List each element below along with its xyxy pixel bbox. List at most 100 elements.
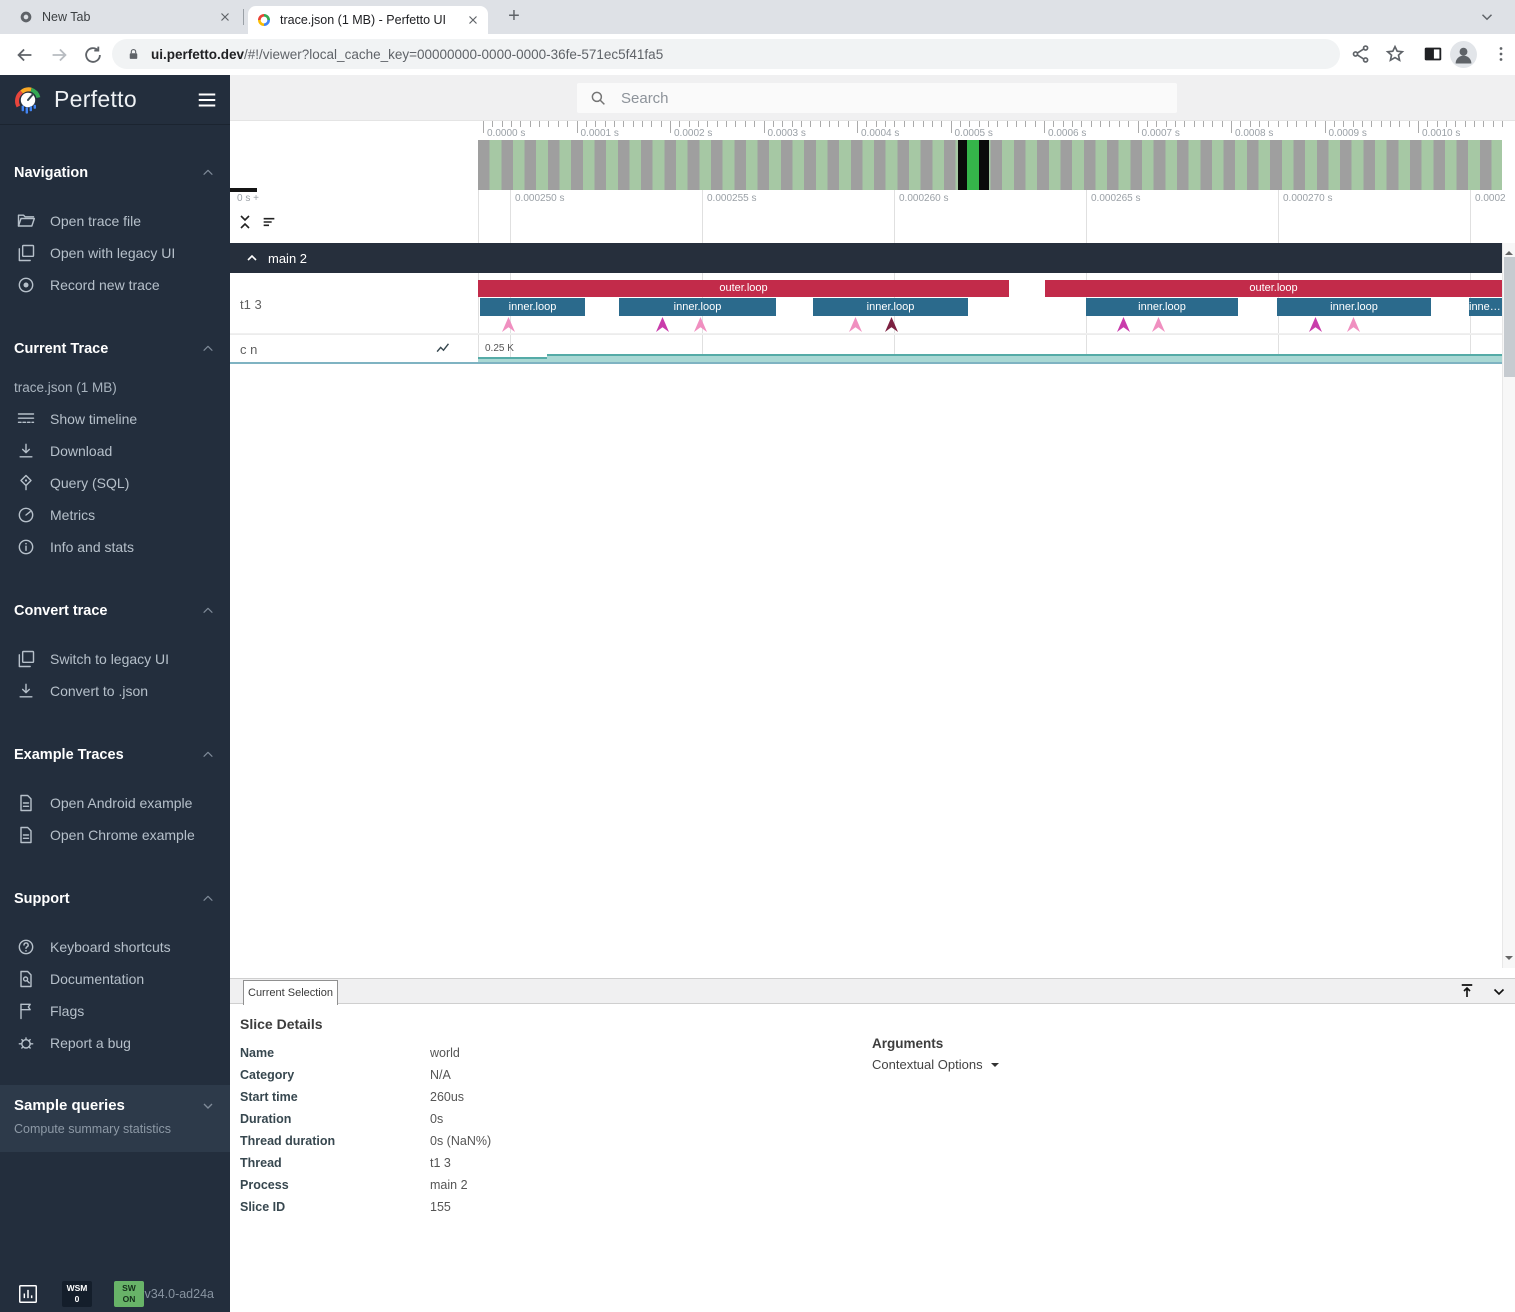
address-bar[interactable]: ui.perfetto.dev/#!/viewer?local_cache_ke… <box>112 39 1340 69</box>
collapse-panel-chevron-icon[interactable] <box>1490 982 1508 1000</box>
sidebar-item-open-android-example[interactable]: Open Android example <box>0 787 230 819</box>
scrollbar-up-icon[interactable] <box>1505 247 1513 255</box>
chevron-up-icon <box>200 747 216 763</box>
sidebar-section-heading[interactable]: Support <box>0 889 230 909</box>
scrollbar-thumb[interactable] <box>1504 257 1515 377</box>
tab-perfetto[interactable]: trace.json (1 MB) - Perfetto UI <box>248 6 488 34</box>
sidebar-section-heading[interactable]: Current Trace <box>0 339 230 359</box>
slice-outer-loop[interactable]: outer.loop <box>1045 280 1502 297</box>
url-path: /#!/viewer?local_cache_key=00000000-0000… <box>244 46 664 62</box>
chevron-down-icon[interactable] <box>1478 8 1496 26</box>
sidebar-item-info-and-stats[interactable]: Info and stats <box>0 531 230 563</box>
thread-track-name[interactable]: t1 3 <box>240 297 262 312</box>
tab-current-selection[interactable]: Current Selection <box>243 980 338 1005</box>
process-group-header[interactable]: main 2 <box>230 243 1502 273</box>
sidebar-item-label: Convert to .json <box>50 683 149 699</box>
sidebar-item-label: Report a bug <box>50 1035 131 1051</box>
sidebar-item-label: Open Android example <box>50 795 193 811</box>
vertical-scrollbar[interactable] <box>1502 243 1515 968</box>
ruler-tick <box>1427 121 1429 127</box>
overview-left-handle <box>230 188 257 192</box>
detail-row-duration: Duration 0s <box>240 1108 491 1130</box>
sidebar-item-open-chrome-example[interactable]: Open Chrome example <box>0 819 230 851</box>
slice-inner-loop[interactable]: inner.loop <box>480 298 585 316</box>
sidebar-item-show-timeline[interactable]: Show timeline <box>0 403 230 435</box>
slice-inner-loop[interactable]: inner.loop <box>1277 298 1431 316</box>
sidebar-item-query-sql[interactable]: Query (SQL) <box>0 467 230 499</box>
reload-icon[interactable] <box>82 44 104 66</box>
close-icon[interactable] <box>466 13 480 27</box>
sidebar-item-convert-to-json[interactable]: Convert to .json <box>0 675 230 707</box>
ruler-tick <box>688 121 690 127</box>
slice-inner-loop[interactable]: inner.loop <box>1469 298 1502 316</box>
expand-panel-icon[interactable] <box>1458 982 1476 1000</box>
sidebar-item-flags[interactable]: Flags <box>0 995 230 1027</box>
sidebar-item-record-new-trace[interactable]: Record new trace <box>0 269 230 301</box>
sidebar-item-download[interactable]: Download <box>0 435 230 467</box>
timeline-minimap[interactable] <box>230 140 1515 190</box>
sidebar-section-items: trace.json (1 MB) Show timeline Download Qu… <box>0 373 230 563</box>
sample-queries-header[interactable]: Sample queries <box>14 1097 216 1114</box>
ruler-tick <box>501 121 503 127</box>
ruler-tick <box>959 121 961 127</box>
bookmark-star-icon[interactable] <box>1384 43 1406 65</box>
sidebar-item-metrics[interactable]: Metrics <box>0 499 230 531</box>
detail-row-slice-id: Slice ID 155 <box>240 1196 491 1218</box>
close-icon[interactable] <box>218 10 232 24</box>
slice-details-panel: Slice Details Name world Category N/A Start … <box>230 1004 1515 1312</box>
ruler-tick <box>1109 121 1111 127</box>
detail-key: Thread <box>240 1156 282 1170</box>
ruler-tick <box>1231 121 1232 133</box>
grid-line <box>1278 190 1279 364</box>
ruler-tick <box>791 121 793 127</box>
profile-avatar[interactable] <box>1450 41 1477 68</box>
sidebar-section-heading[interactable]: Navigation <box>0 163 230 183</box>
sidebar-item-switch-to-legacy-ui[interactable]: Switch to legacy UI <box>0 643 230 675</box>
minimap-viewport[interactable] <box>958 140 989 190</box>
slice-outer-loop[interactable]: outer.loop <box>478 280 1009 297</box>
share-icon[interactable] <box>1350 43 1372 65</box>
kebab-menu-icon[interactable] <box>1490 43 1512 65</box>
ruler-tick <box>941 121 943 127</box>
sidebar-item-label: Open Chrome example <box>50 827 195 843</box>
ruler-tick <box>931 121 933 127</box>
hamburger-menu-icon[interactable] <box>196 89 218 111</box>
back-icon[interactable] <box>14 44 36 66</box>
sidebar-item-report-a-bug[interactable]: Report a bug <box>0 1027 230 1059</box>
sidebar-item-keyboard-shortcuts[interactable]: Keyboard shortcuts <box>0 931 230 963</box>
grid-time-label: 0.000255 s <box>707 193 757 204</box>
ruler-tick <box>1174 121 1176 127</box>
tab-new-tab[interactable]: New Tab <box>10 0 240 34</box>
sample-queries-subtitle[interactable]: Compute summary statistics <box>14 1122 171 1136</box>
ruler-tick <box>1249 121 1251 127</box>
ruler-tick <box>885 121 886 127</box>
collapse-tracks-icon[interactable] <box>237 214 253 230</box>
sidebar-item-documentation[interactable]: Documentation <box>0 963 230 995</box>
hiring-chart-icon[interactable] <box>16 1283 40 1305</box>
help-icon <box>16 937 36 957</box>
forward-icon[interactable] <box>48 44 70 66</box>
side-panel-icon[interactable] <box>1422 43 1444 65</box>
sidebar-section-items: Open Android example Open Chrome example <box>0 787 230 851</box>
time-ruler: 0.0000 s 0.0001 s 0.0002 s 0.0003 s 0.0004 s… <box>230 121 1515 140</box>
track-filter-icon[interactable] <box>261 214 277 230</box>
slice-inner-loop[interactable]: inner.loop <box>619 298 776 316</box>
scrollbar-down-icon[interactable] <box>1505 956 1513 964</box>
sidebar-item-open-with-legacy-ui[interactable]: Open with legacy UI <box>0 237 230 269</box>
sidebar-item-open-trace-file[interactable]: Open trace file <box>0 205 230 237</box>
minimap-viewport-inner <box>967 140 979 190</box>
sample-queries-title: Sample queries <box>14 1097 125 1114</box>
ruler-tick <box>1305 121 1307 127</box>
counter-track-name[interactable]: c n <box>240 342 258 357</box>
process-group-name: main 2 <box>268 250 308 266</box>
sidebar-section-heading[interactable]: Example Traces <box>0 745 230 765</box>
search-input[interactable]: Search <box>577 83 1177 113</box>
new-tab-button[interactable]: + <box>508 5 520 27</box>
minimap-band[interactable] <box>478 140 1502 190</box>
slice-inner-loop[interactable]: inner.loop <box>1086 298 1238 316</box>
contextual-options-dropdown[interactable]: Contextual Options <box>872 1057 999 1072</box>
slice-inner-loop[interactable]: inner.loop <box>813 298 968 316</box>
sidebar-section-heading[interactable]: Convert trace <box>0 601 230 621</box>
ruler-tick <box>613 121 615 127</box>
